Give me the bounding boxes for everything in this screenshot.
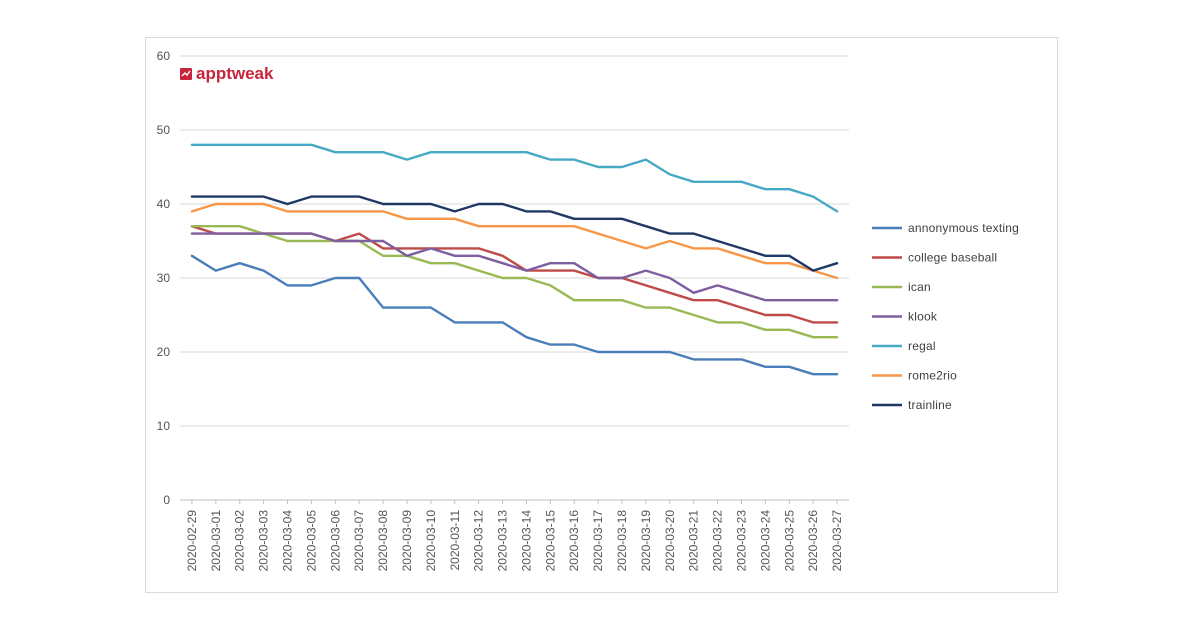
- y-axis-ticks: 0 10 20 30 40 50 60: [157, 49, 171, 507]
- legend-item-klook: klook: [872, 310, 938, 324]
- x-tick-label: 2020-03-20: [663, 510, 677, 572]
- x-tick-label: 2020-03-25: [782, 510, 796, 572]
- x-tick-label: 2020-03-13: [496, 510, 510, 572]
- x-axis-ticks: 2020-02-29 2020-03-01 2020-03-02 2020-03-03…: [185, 500, 844, 571]
- series-line-annonymous-texting: [190, 254, 839, 376]
- x-tick-label: 2020-03-01: [209, 510, 223, 572]
- legend-item-college-baseball: college baseball: [872, 251, 997, 265]
- series-line-ican: [190, 224, 839, 339]
- x-tick-label: 2020-03-15: [543, 510, 557, 572]
- series-line-klook: [190, 232, 839, 302]
- legend-label: annonymous texting: [908, 221, 1019, 235]
- y-tick-label: 30: [157, 271, 171, 285]
- line-chart: apptweak 0 10 20 30 40 50 60 2020-02-29 2020-03…: [157, 49, 1019, 571]
- x-tick-label: 2020-03-27: [830, 510, 844, 572]
- series-lines: [190, 143, 839, 376]
- y-tick-label: 20: [157, 345, 171, 359]
- x-tick-label: 2020-03-11: [448, 510, 462, 571]
- x-tick-label: 2020-03-10: [424, 510, 438, 572]
- legend-item-regal: regal: [872, 339, 936, 353]
- x-tick-label: 2020-03-04: [281, 510, 295, 572]
- x-tick-label: 2020-03-24: [758, 510, 772, 572]
- x-tick-label: 2020-03-18: [615, 510, 629, 572]
- x-tick-label: 2020-03-16: [567, 510, 581, 572]
- brand-name: apptweak: [196, 64, 274, 83]
- series-line-regal: [190, 143, 839, 213]
- chart-frame: apptweak 0 10 20 30 40 50 60 2020-02-29 2020-03…: [145, 37, 1058, 593]
- y-tick-label: 40: [157, 197, 171, 211]
- x-tick-label: 2020-03-21: [687, 510, 701, 572]
- legend-label: trainline: [908, 398, 952, 412]
- x-tick-label: 2020-03-23: [734, 510, 748, 572]
- brand-logo: apptweak: [180, 64, 274, 83]
- legend-label: klook: [908, 310, 938, 324]
- y-tick-label: 10: [157, 419, 171, 433]
- legend: annonymous texting college baseball ican kl…: [872, 221, 1019, 412]
- legend-label: ican: [908, 280, 931, 294]
- x-tick-label: 2020-02-29: [185, 510, 199, 572]
- x-tick-label: 2020-03-06: [328, 510, 342, 572]
- x-tick-label: 2020-03-05: [304, 510, 318, 572]
- x-tick-label: 2020-03-26: [806, 510, 820, 572]
- legend-item-ican: ican: [872, 280, 931, 294]
- series-line-rome2rio: [190, 202, 839, 280]
- x-tick-label: 2020-03-22: [711, 510, 725, 572]
- legend-item-annonymous-texting: annonymous texting: [872, 221, 1019, 235]
- series-line-trainline: [190, 195, 839, 272]
- legend-label: rome2rio: [908, 369, 957, 383]
- legend-label: college baseball: [908, 251, 997, 265]
- x-tick-label: 2020-03-19: [639, 510, 653, 572]
- chart-box-icon: [180, 68, 192, 80]
- x-tick-label: 2020-03-12: [472, 510, 486, 572]
- x-tick-label: 2020-03-14: [519, 510, 533, 572]
- x-tick-label: 2020-03-09: [400, 510, 414, 572]
- x-tick-label: 2020-03-07: [352, 510, 366, 572]
- legend-label: regal: [908, 339, 936, 353]
- y-tick-label: 0: [163, 493, 170, 507]
- legend-item-rome2rio: rome2rio: [872, 369, 957, 383]
- x-tick-label: 2020-03-08: [376, 510, 390, 572]
- x-tick-label: 2020-03-03: [257, 510, 271, 572]
- legend-item-trainline: trainline: [872, 398, 952, 412]
- y-tick-label: 60: [157, 49, 171, 63]
- x-tick-label: 2020-03-17: [591, 510, 605, 572]
- y-tick-label: 50: [157, 123, 171, 137]
- x-tick-label: 2020-03-02: [233, 510, 247, 572]
